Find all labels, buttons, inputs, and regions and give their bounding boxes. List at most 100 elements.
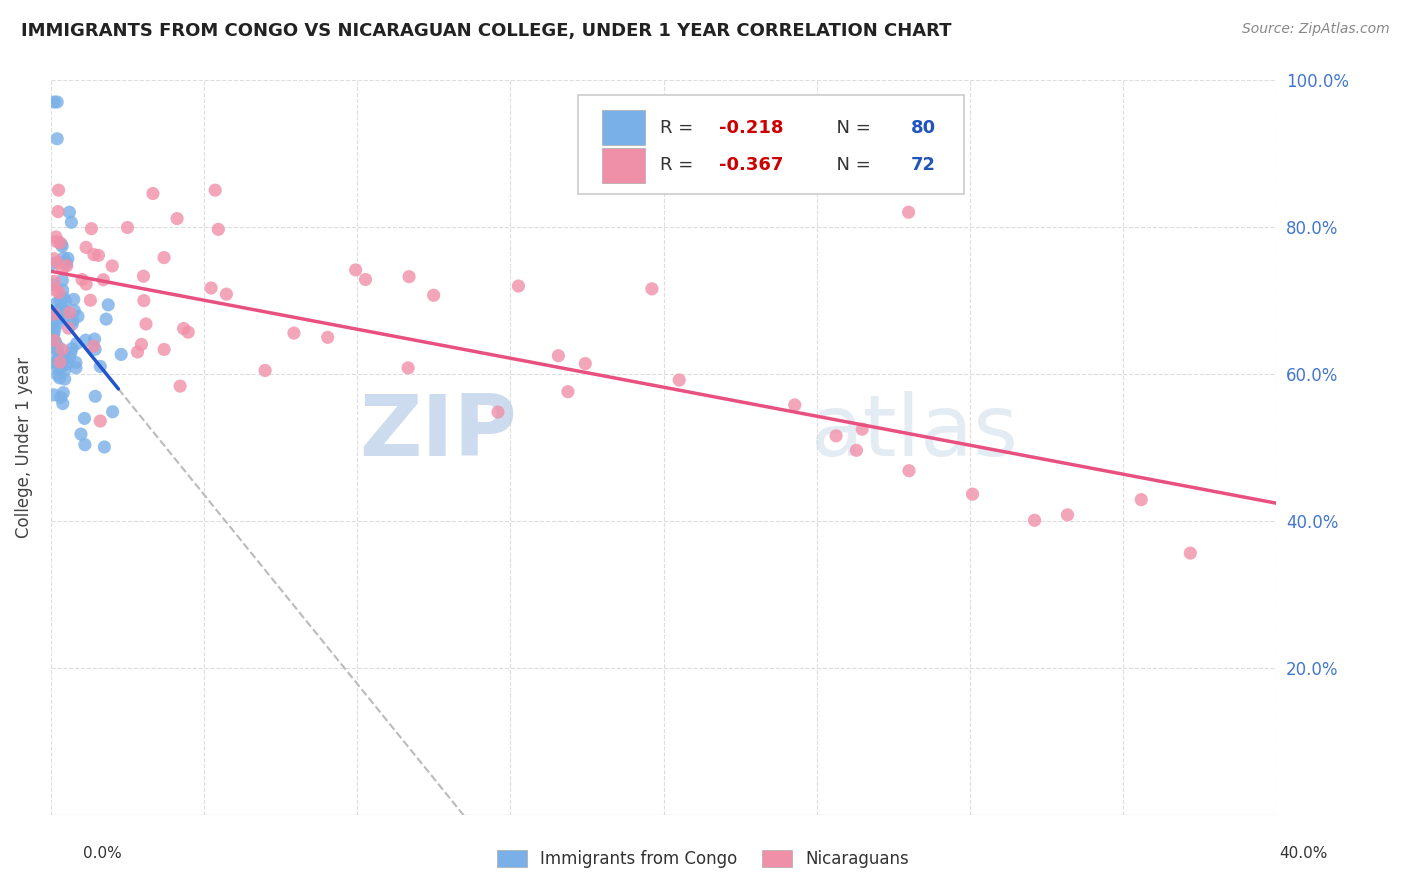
Point [177,325,200,339]
Text: -0.367: -0.367 [718,156,783,174]
Point [207,222,229,236]
Point [48,183,70,197]
Point [58,321,80,335]
Point [44,323,66,337]
Point [87,248,110,262]
Point [52,396,75,410]
Point [46,132,69,146]
Point [60,215,83,229]
Text: Source: ZipAtlas.com: Source: ZipAtlas.com [1241,22,1389,37]
Text: 0.0%: 0.0% [83,847,122,861]
Point [42,304,65,318]
Point [41,355,63,369]
Point [65,360,87,375]
Point [80,221,103,235]
Point [173,321,195,335]
Point [48,285,70,300]
Point [354,272,377,286]
Point [42,252,65,266]
Point [45,230,67,244]
Point [45,283,67,297]
Point [84,343,107,357]
Point [46,317,69,331]
Point [344,263,367,277]
Point [55,259,77,273]
Point [46,340,69,354]
Point [89,359,111,374]
Point [51,239,73,253]
Point [204,183,226,197]
Point [58,351,80,365]
Point [59,346,82,360]
Point [52,352,75,367]
Point [45,255,67,269]
FancyBboxPatch shape [602,110,645,145]
Point [142,186,165,201]
Point [51,237,73,252]
Text: IMMIGRANTS FROM CONGO VS NICARAGUAN COLLEGE, UNDER 1 YEAR CORRELATION CHART: IMMIGRANTS FROM CONGO VS NICARAGUAN COLL… [21,22,952,40]
Point [56,357,79,371]
Point [153,343,176,357]
Point [56,252,79,266]
Point [127,345,149,359]
Point [58,205,80,219]
Point [45,308,67,322]
Point [508,279,530,293]
Point [46,95,69,109]
Point [42,307,65,321]
Point [58,306,80,320]
Point [851,422,873,436]
Point [46,204,69,219]
Point [62,293,84,307]
Point [79,293,101,308]
Point [169,379,191,393]
Point [45,314,67,328]
Point [166,211,188,226]
Text: R =: R = [659,156,699,174]
Point [52,309,75,323]
Point [45,296,67,310]
Point [897,205,920,219]
Point [48,306,70,320]
Point [55,256,77,270]
Point [51,262,73,277]
Point [46,355,69,369]
Point [66,310,89,324]
Point [51,273,73,287]
Point [41,317,63,331]
Text: N =: N = [825,156,877,174]
Point [44,342,66,356]
Legend: Immigrants from Congo, Nicaraguans: Immigrants from Congo, Nicaraguans [488,842,918,877]
Point [1056,508,1078,522]
Point [48,350,70,364]
Point [48,310,70,325]
Point [62,313,84,327]
Point [49,294,72,309]
Point [49,360,72,375]
Point [1130,492,1153,507]
Point [547,349,569,363]
FancyBboxPatch shape [578,95,963,194]
Point [283,326,305,340]
Point [316,330,339,344]
Point [84,389,107,403]
Point [117,220,139,235]
Point [52,251,75,265]
Point [845,443,868,458]
Point [65,336,87,351]
Point [42,327,65,342]
Point [53,255,76,269]
Point [46,362,69,376]
Point [70,427,93,442]
Point [89,414,111,428]
Point [42,388,65,402]
Point [83,339,105,353]
Point [132,269,155,284]
Point [46,344,69,359]
Point [65,355,87,369]
Point [41,257,63,271]
Point [52,385,75,400]
Point [48,371,70,385]
Point [825,429,848,443]
Point [55,294,77,309]
